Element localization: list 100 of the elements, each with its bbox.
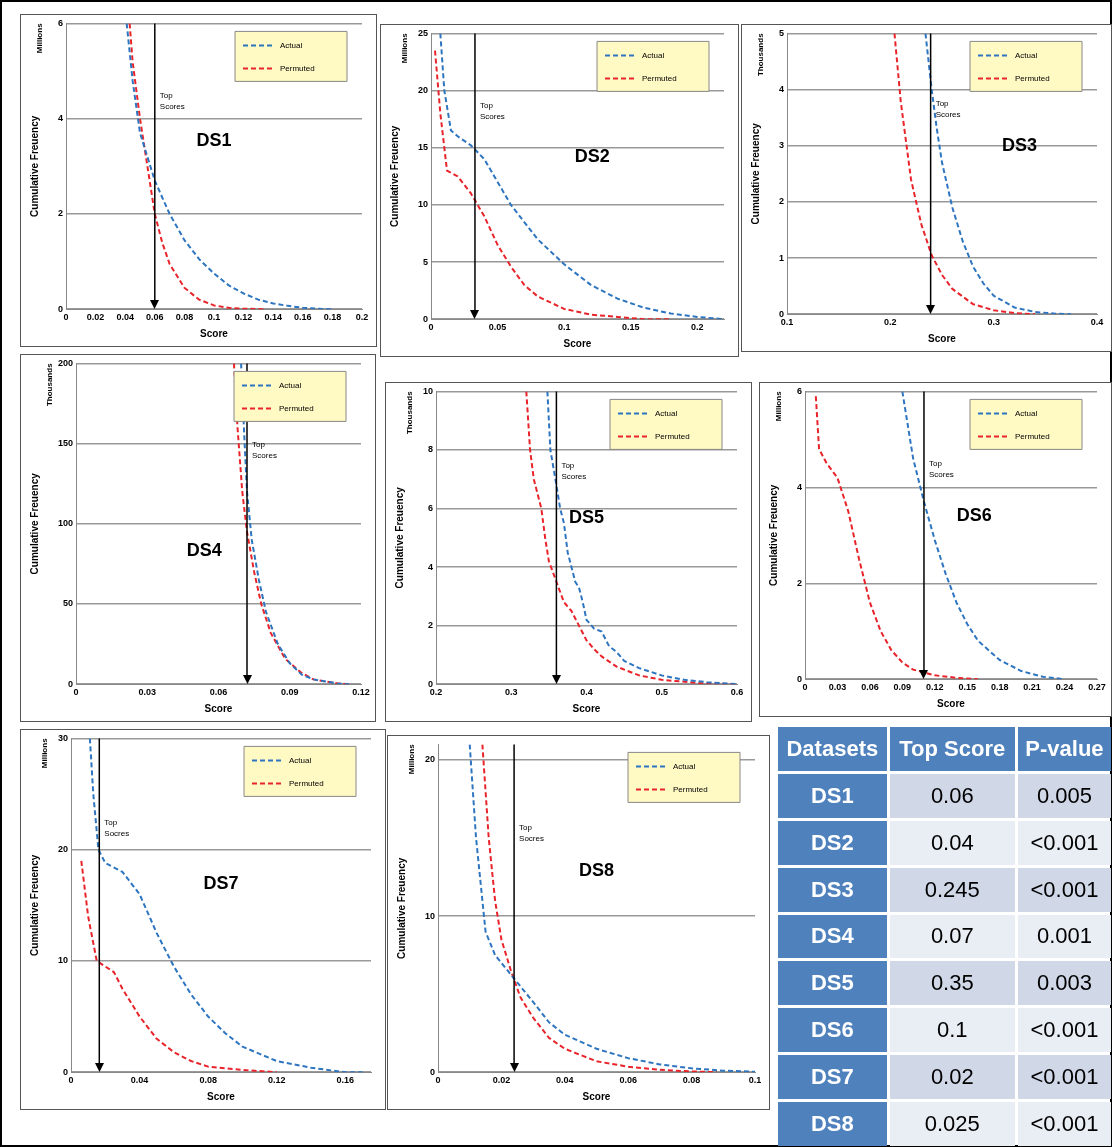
category-label: Datasets: [778, 727, 887, 771]
x-tick-label: 0.5: [655, 687, 669, 698]
legend-label: Actual: [1015, 408, 1038, 418]
line-series: [439, 33, 724, 320]
text: 0.06: [930, 782, 974, 808]
y-tick-label: 6: [428, 503, 434, 513]
x-tick-label: 0.15: [622, 322, 640, 333]
y-axis-title: Cumulative Freuency: [28, 854, 40, 956]
text: <0.001: [1030, 1111, 1099, 1136]
x-tick-label: 0.14: [264, 312, 282, 323]
text: Millions: [35, 22, 45, 54]
ref-line-label: Top Socres: [104, 818, 130, 839]
y-tick-label: 20: [58, 844, 69, 855]
text: DS1: [196, 130, 232, 151]
text: Thousands: [405, 390, 415, 435]
text: DS4: [810, 923, 854, 949]
y-tick-label: 10: [418, 199, 429, 210]
x-tick-label: 0.1: [780, 317, 794, 328]
y-tick-label: 0: [796, 673, 803, 684]
category-label: Top Score: [889, 727, 1015, 771]
y-tick-label: 8: [428, 444, 434, 455]
y-tick-label: 20: [425, 754, 436, 765]
text: DS3: [810, 876, 854, 902]
legend-label: Permuted: [673, 784, 708, 794]
legend-label: Actual: [655, 408, 678, 418]
y-tick-label: 2: [778, 196, 785, 207]
category-label: P-value: [1017, 727, 1111, 771]
y-axis-title: Cumulative Freuency: [393, 486, 405, 589]
legend-label: Actual: [673, 761, 696, 771]
x-tick-label: 0.12: [234, 312, 253, 323]
x-tick-label: 0.1: [557, 322, 571, 333]
text: 0.005: [1036, 782, 1092, 808]
x-axis-title: Score: [937, 697, 966, 709]
text: DS3: [1001, 135, 1038, 156]
legend-label: Permuted: [1015, 73, 1050, 83]
y-tick-label: 4: [57, 113, 64, 124]
x-tick-label: 0.2: [691, 322, 704, 333]
text: DS8: [810, 1111, 854, 1136]
text: <0.001: [1030, 1064, 1099, 1090]
x-tick-label: 0.03: [138, 687, 157, 698]
x-tick-label: 0.1: [207, 312, 221, 323]
text: DS6: [810, 1017, 854, 1043]
x-tick-label: 0.2: [884, 317, 897, 328]
y-tick-label: 2: [57, 208, 64, 219]
text: Millions: [40, 737, 50, 769]
y-tick-label: 25: [418, 27, 429, 38]
y-axis-title: Cumulative Freuency: [767, 484, 779, 586]
legend-label: Actual: [280, 40, 303, 50]
x-axis-title: Score: [582, 1090, 611, 1102]
text: DS8: [579, 859, 615, 880]
x-tick-label: 0.02: [86, 312, 105, 323]
x-tick-label: 0.08: [682, 1075, 701, 1086]
x-tick-label: 0.16: [294, 312, 312, 323]
ref-line-label: Top Scores: [928, 459, 954, 480]
x-tick-label: 0.02: [492, 1075, 511, 1086]
x-axis-title: Score: [200, 327, 229, 339]
x-tick-label: 0.21: [1023, 682, 1041, 693]
y-axis-title: Cumulative Freuency: [28, 472, 40, 575]
text: 0.245: [924, 876, 980, 902]
x-tick-label: 0.08: [175, 312, 194, 323]
y-tick-label: 30: [58, 732, 69, 743]
x-tick-label: 0.08: [199, 1075, 217, 1086]
y-axis-title: Cumulative Freuency: [395, 857, 407, 959]
x-tick-label: 0.04: [130, 1075, 149, 1086]
text: DS2: [574, 146, 610, 167]
line-series: [125, 23, 334, 310]
x-axis-title: Score: [563, 337, 592, 349]
y-tick-label: 50: [63, 598, 74, 609]
x-tick-label: 0.04: [116, 312, 134, 323]
x-tick-label: 0.06: [619, 1075, 637, 1086]
y-tick-label: 15: [418, 142, 429, 153]
text: DS4: [186, 539, 222, 560]
text: 0.04: [930, 829, 974, 855]
x-tick-label: 0.24: [1055, 682, 1074, 693]
x-tick-label: 0.09: [893, 682, 912, 693]
text: 0.35: [930, 970, 974, 996]
text: DS7: [810, 1064, 854, 1090]
legend-label: Actual: [1015, 50, 1038, 60]
x-tick-label: 0.4: [580, 687, 593, 698]
legend-label: Permuted: [279, 403, 314, 413]
legend-label: Permuted: [642, 73, 677, 83]
x-tick-label: 0.1: [748, 1075, 762, 1086]
legend-label: Permuted: [1015, 431, 1050, 441]
ref-line-label: Top Socres: [519, 822, 544, 843]
text: Millions: [774, 390, 784, 422]
x-tick-label: 0.04: [556, 1075, 574, 1086]
y-tick-label: 4: [796, 481, 803, 492]
legend-label: Actual: [279, 380, 302, 390]
line-series: [481, 744, 718, 1073]
y-axis-title: Cumulative Freuency: [749, 122, 761, 225]
y-axis-title: Cumulative Freuency: [388, 125, 400, 227]
y-tick-label: 200: [57, 357, 74, 368]
y-tick-label: 0: [430, 1066, 436, 1077]
line-series: [80, 859, 278, 1073]
x-tick-label: 0.27: [1088, 682, 1106, 693]
ref-line-label: Top Scores: [252, 439, 277, 460]
x-tick-label: 0.3: [987, 317, 1000, 328]
line-series: [468, 744, 755, 1073]
ref-line-label: Top Scores: [159, 90, 185, 111]
text: DS5: [810, 970, 854, 996]
